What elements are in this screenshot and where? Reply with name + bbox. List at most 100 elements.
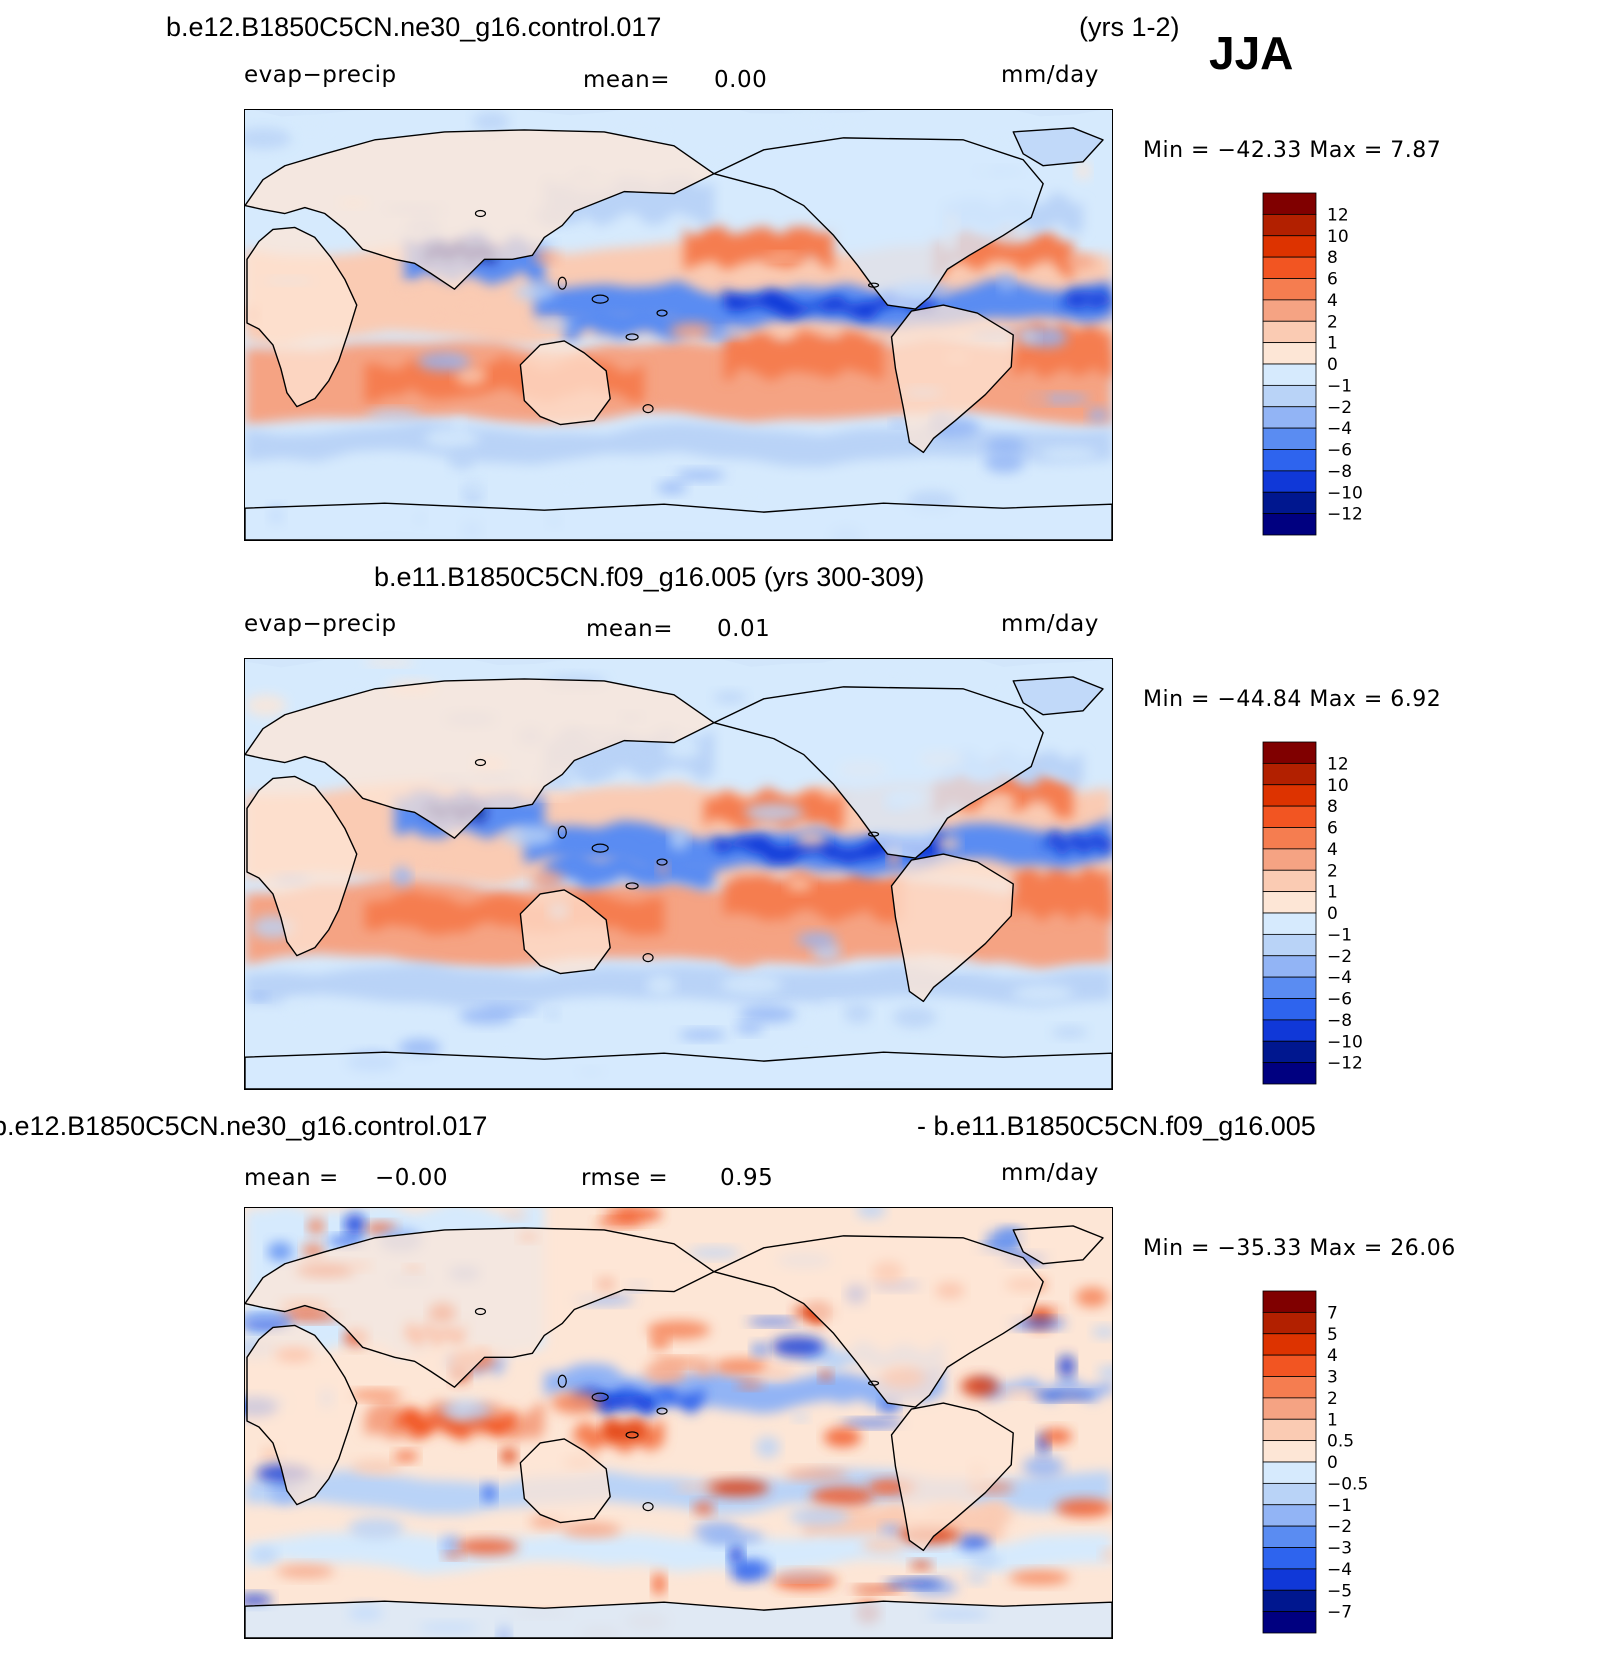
coastline-africa [246,226,358,408]
panel2-map-svg [245,659,1112,1089]
colorbar-tick-label: −8 [1327,462,1352,482]
colorbar-box [1262,1019,1317,1042]
panel1-map-svg [245,110,1112,540]
contour-patch [644,1361,688,1384]
panel1-mean-value: 0.00 [714,67,768,93]
coastline-island [642,1502,654,1512]
colorbar-box [1262,470,1317,493]
contour-patch [455,1538,518,1556]
contour-patch [969,1553,1001,1568]
contour-patch [278,1312,342,1322]
panel2-title: b.e11.B1850C5CN.f09_g16.005 (yrs 300-309… [374,562,925,592]
contour-patch [566,765,617,780]
colorbar-tick-label: −10 [1327,483,1363,503]
colorbar-box [1262,1376,1317,1399]
contour-patch [531,251,560,263]
colorbar-box [1262,1062,1317,1085]
colorbar-tick-label: 1 [1327,883,1338,903]
contour-patch [1097,1365,1112,1379]
contour-patch [728,1544,744,1566]
contour-patch [652,1572,666,1596]
contour-patch [669,827,689,851]
contour-patch [875,1484,894,1492]
contour-patch [656,863,670,875]
contour-patch [245,1594,272,1606]
contour-patch [772,1573,833,1581]
contour-patch [424,427,480,449]
contour-patch [503,824,556,847]
colorbar-tick-label: −4 [1327,1560,1352,1580]
coastline-island [656,858,668,866]
colorbar-box [1262,342,1317,365]
contour-patch [1041,1428,1072,1444]
contour-patch [861,1537,906,1554]
land-fill-samerica [891,854,1014,1002]
colorbar-box [1262,1311,1317,1335]
contour-patch [276,1564,335,1579]
contour-patch [647,395,666,404]
land-fill-greenland [1013,1225,1104,1264]
contour-patch [771,1336,825,1358]
contour-patch [958,1534,990,1551]
contour-patch [390,284,423,299]
contour-patch [417,352,471,372]
colorbar-tick-label: −12 [1327,505,1363,525]
colorbar-box [1262,805,1317,828]
contour-patch [363,659,416,666]
colorbar-box [1262,1461,1317,1484]
land-fill-australia [520,889,611,974]
contour-patch [674,470,726,481]
colorbar-tick-label: −2 [1327,1517,1352,1537]
colorbar-box [1262,848,1317,871]
coastline-eurasia [245,1227,715,1388]
coastline-island [591,843,609,853]
coastline-namerica [713,137,1044,310]
contour-patch [755,1436,781,1459]
coastline-island [625,882,639,890]
contour-patch [503,1212,528,1220]
land-fill-australia [520,340,611,425]
panel1-title-left: b.e12.B1850C5CN.ne30_g16.control.017 [166,12,662,42]
contour-patch [998,273,1015,293]
panel3-map [244,1207,1113,1639]
land-fill-africa [246,776,357,956]
colorbar-tick-label: −4 [1327,419,1352,439]
colorbar-box [1262,278,1317,301]
contour-patch [810,1486,875,1507]
contour-band [604,1416,645,1446]
contour-patch [245,1313,290,1325]
contour-patch [788,1507,850,1527]
contour-patch [351,1459,403,1475]
land-fill-antarctica [245,1601,1112,1638]
colorbar-box [1262,1354,1317,1377]
contour-patch [751,1343,769,1357]
contour-patch [841,1419,905,1427]
coastline-island [642,404,654,414]
panel2-colorbar: 12 10 8 6 4 2 1 0 −1 −2 −4 −6 −8 −10 −12 [1262,741,1363,1085]
coastline-island [656,1407,668,1415]
land-fill-antarctica [245,503,1112,540]
land-fill-greenland [1013,127,1104,166]
contour-patch [678,1030,727,1040]
contour-patch [850,1585,904,1593]
panel2-variable: evap−precip [244,611,397,637]
contour-patch [1039,447,1098,461]
colorbar-box [1262,192,1317,215]
panel1-colorbar: 12 10 8 6 4 2 1 0 −1 −2 −4 −6 −8 −10 −12 [1262,192,1363,536]
coastline-greenland [1012,1225,1104,1265]
contour-patch [1087,408,1109,423]
contour-patch [366,409,421,420]
contour-patch [549,659,587,665]
contour-patch [936,836,961,851]
colorbar-tick-label: 0 [1327,904,1338,924]
contour-patch [1008,1571,1070,1585]
colorbar-tick-label: −6 [1327,441,1352,461]
contour-patch [819,1370,833,1381]
land-fill-samerica [891,1403,1014,1551]
colorbar-box [1262,955,1317,978]
colorbar-tick-label: 10 [1327,227,1349,247]
colorbar-tick-label: −5 [1327,1581,1352,1601]
contour-patch [462,483,489,493]
coastline-eurasia [245,129,715,290]
